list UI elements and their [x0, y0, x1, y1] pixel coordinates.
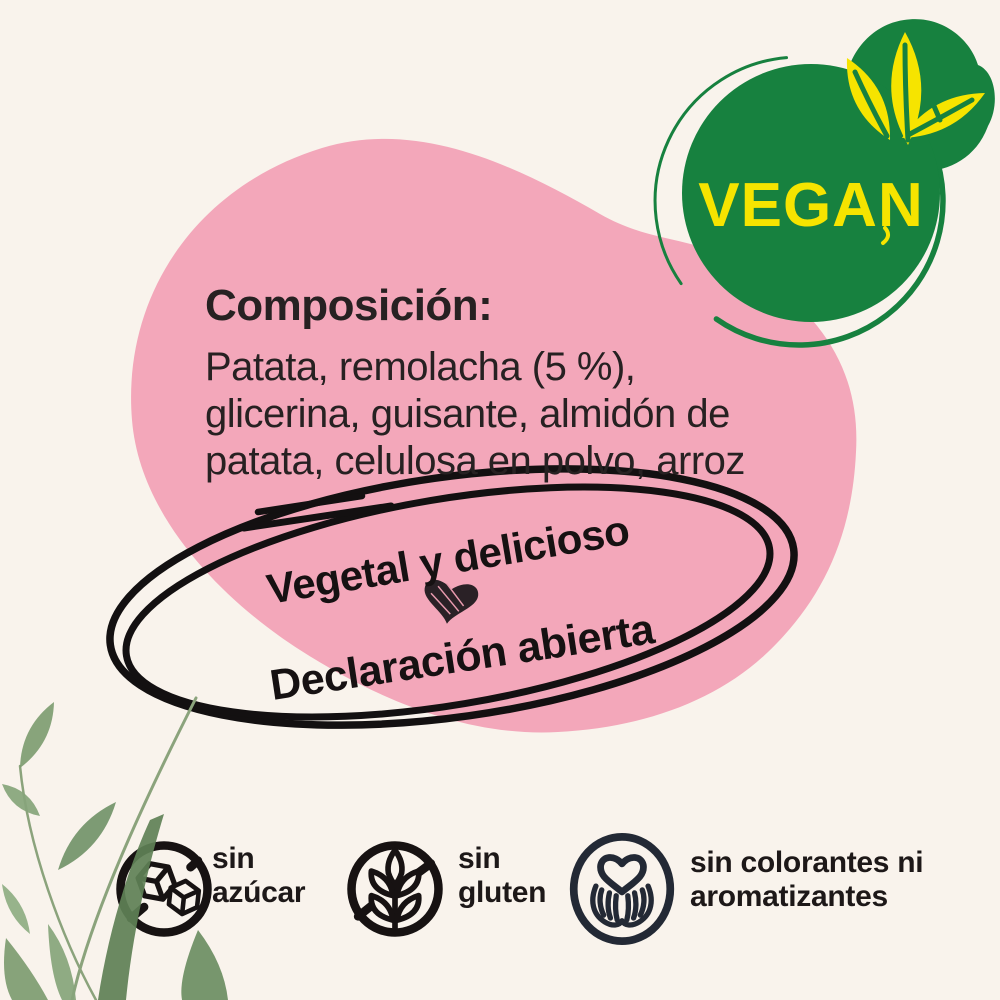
- scribble-heart-icon: [424, 579, 479, 624]
- wheat-ear: [368, 847, 422, 931]
- no-gluten-icon: [347, 841, 443, 937]
- feature-label-no-sugar: sin azúcar: [212, 842, 306, 910]
- composition-title: Composición:: [205, 281, 493, 330]
- feature-label-line: sin colorantes ni: [690, 846, 924, 879]
- feature-label-line: azúcar: [212, 876, 306, 909]
- dash-stroke: [240, 502, 395, 532]
- sketch-ring: [653, 56, 946, 348]
- vegan-badge: [653, 19, 995, 348]
- feature-label-line: sin: [212, 842, 255, 875]
- leaf-veins: [852, 42, 975, 143]
- composition-line: glicerina, guisante, almidón de: [205, 392, 730, 436]
- leaf-sprout-icon: [682, 19, 995, 322]
- feature-label-no-colorants: sin colorantes ni aromatizantes: [690, 846, 924, 914]
- feature-label-no-gluten: sin gluten: [458, 842, 546, 910]
- composition-line: patata, celulosa en polvo, arroz: [205, 439, 745, 483]
- watercolor-branch: [2, 696, 228, 1000]
- yellow-tick: [881, 226, 890, 245]
- composition-line: Patata, remolacha (5 %),: [205, 345, 636, 389]
- dash-stroke: [254, 492, 366, 516]
- feature-label-line: aromatizantes: [690, 880, 888, 913]
- composition-block: Composición: Patata, remolacha (5 %), gl…: [205, 281, 825, 485]
- hands-holding-heart-icon: [569, 833, 675, 945]
- pink-blob: [131, 138, 857, 733]
- feature-label-line: sin: [458, 842, 501, 875]
- feature-label-line: gluten: [458, 876, 547, 909]
- vegan-badge-label: VEGAN: [698, 171, 924, 240]
- scribble-oval: [106, 465, 798, 729]
- branch-leaves: [2, 702, 228, 1000]
